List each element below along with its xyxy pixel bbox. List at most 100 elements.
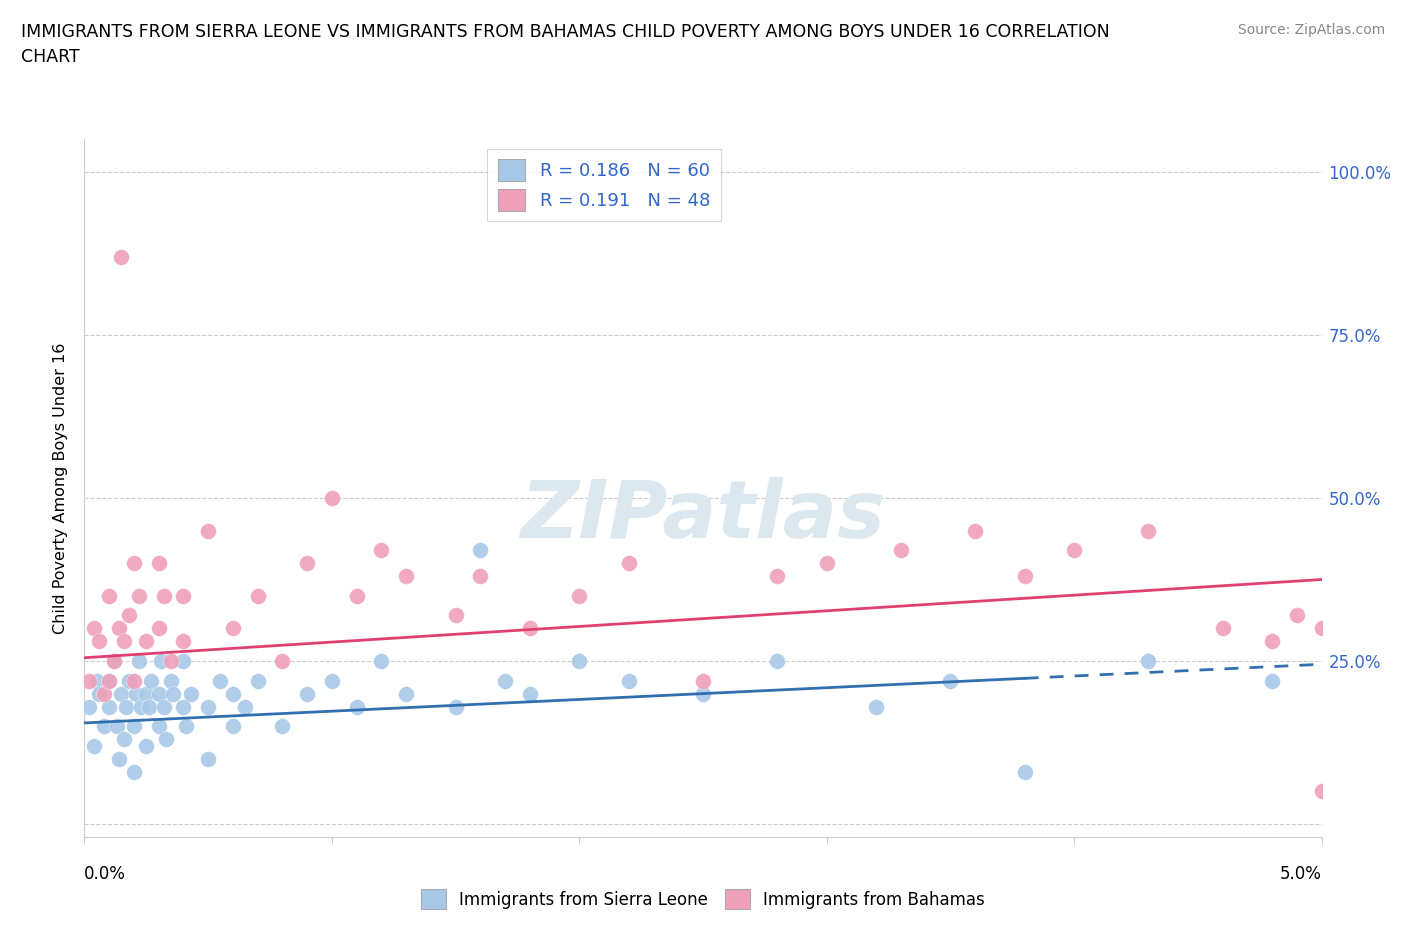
Point [617, 673, 640, 688]
Point [180, 686, 202, 701]
Point [1310, 621, 1333, 636]
Point [1261, 673, 1284, 688]
Y-axis label: Child Poverty Among Boys Under 16: Child Poverty Among Boys Under 16 [53, 342, 69, 634]
Point [83, 621, 105, 636]
Point [1063, 543, 1085, 558]
Point [112, 634, 135, 649]
Point [444, 608, 467, 623]
Point [108, 621, 131, 636]
Point [246, 673, 269, 688]
Point [79, 699, 101, 714]
Point [89, 686, 111, 701]
Point [370, 654, 392, 669]
Point [172, 589, 194, 604]
Point [395, 686, 418, 701]
Point [98, 699, 121, 714]
Point [148, 556, 170, 571]
Point [122, 764, 145, 779]
Point [122, 673, 145, 688]
Point [98, 673, 121, 688]
Point [125, 686, 148, 701]
Point [346, 589, 368, 604]
Point [815, 556, 838, 571]
Point [865, 699, 887, 714]
Point [271, 719, 294, 734]
Point [86, 673, 108, 688]
Point [197, 524, 219, 538]
Text: IMMIGRANTS FROM SIERRA LEONE VS IMMIGRANTS FROM BAHAMAS CHILD POVERTY AMONG BOYS: IMMIGRANTS FROM SIERRA LEONE VS IMMIGRAN… [21, 23, 1109, 41]
Legend: Immigrants from Sierra Leone, Immigrants from Bahamas: Immigrants from Sierra Leone, Immigrants… [411, 879, 995, 920]
Point [222, 686, 245, 701]
Point [346, 699, 368, 714]
Point [172, 699, 194, 714]
Point [692, 673, 714, 688]
Point [148, 719, 170, 734]
Point [295, 686, 318, 701]
Point [222, 719, 245, 734]
Point [98, 589, 121, 604]
Point [1261, 634, 1284, 649]
Text: ZIPatlas: ZIPatlas [520, 477, 886, 555]
Point [83, 738, 105, 753]
Point [470, 569, 492, 584]
Point [271, 654, 294, 669]
Point [93, 719, 115, 734]
Point [79, 673, 101, 688]
Point [148, 686, 170, 701]
Point [890, 543, 912, 558]
Point [155, 732, 177, 747]
Point [233, 699, 256, 714]
Point [112, 732, 135, 747]
Point [965, 524, 987, 538]
Point [122, 719, 145, 734]
Point [519, 621, 541, 636]
Point [494, 673, 516, 688]
Point [115, 699, 138, 714]
Point [1137, 524, 1160, 538]
Point [172, 654, 194, 669]
Point [172, 634, 194, 649]
Text: Source: ZipAtlas.com: Source: ZipAtlas.com [1237, 23, 1385, 37]
Point [766, 569, 789, 584]
Point [321, 673, 343, 688]
Point [103, 654, 125, 669]
Point [105, 719, 128, 734]
Point [197, 751, 219, 766]
Point [246, 589, 269, 604]
Point [128, 589, 150, 604]
Text: 5.0%: 5.0% [1279, 865, 1322, 883]
Point [108, 751, 131, 766]
Point [89, 634, 111, 649]
Point [519, 686, 541, 701]
Point [152, 699, 174, 714]
Point [766, 654, 789, 669]
Point [98, 673, 121, 688]
Point [1310, 784, 1333, 799]
Text: 0.0%: 0.0% [84, 865, 127, 883]
Point [1285, 608, 1308, 623]
Point [162, 686, 184, 701]
Point [321, 491, 343, 506]
Point [395, 569, 418, 584]
Point [93, 686, 115, 701]
Point [1212, 621, 1234, 636]
Point [141, 673, 163, 688]
Point [692, 686, 714, 701]
Point [174, 719, 197, 734]
Point [197, 699, 219, 714]
Point [1137, 654, 1160, 669]
Point [128, 654, 150, 669]
Point [110, 686, 132, 701]
Point [118, 673, 141, 688]
Point [129, 699, 152, 714]
Point [110, 249, 132, 264]
Point [118, 608, 141, 623]
Point [135, 634, 157, 649]
Point [568, 654, 591, 669]
Point [138, 699, 160, 714]
Point [1014, 569, 1036, 584]
Point [222, 621, 245, 636]
Point [209, 673, 232, 688]
Point [135, 686, 157, 701]
Point [295, 556, 318, 571]
